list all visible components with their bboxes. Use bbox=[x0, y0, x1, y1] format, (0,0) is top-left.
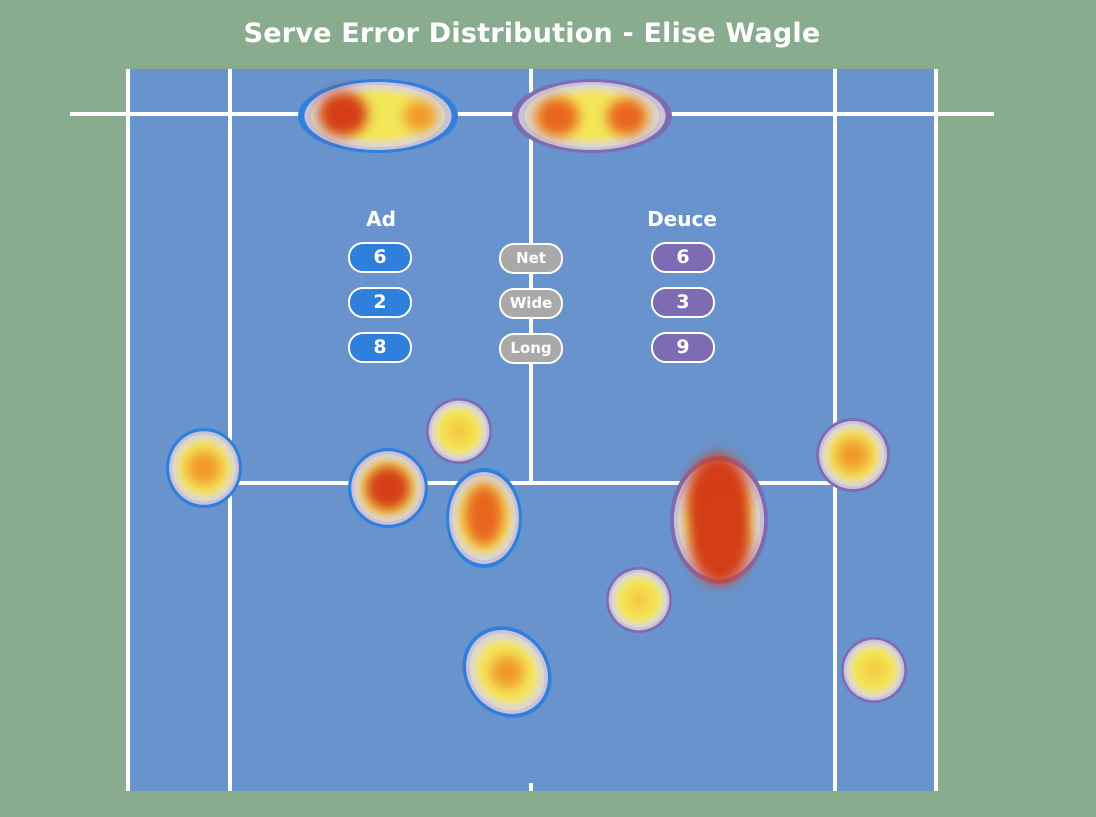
deuce-long-error bbox=[606, 567, 672, 633]
error-blobs bbox=[166, 79, 907, 718]
ad-long-error-2 bbox=[446, 468, 522, 568]
deuce-long-count: 9 bbox=[651, 332, 715, 363]
ad-net-count: 6 bbox=[348, 242, 412, 273]
deuce-net-error-core-0 bbox=[446, 418, 472, 444]
deuce-long-error-2 bbox=[841, 637, 907, 703]
ad-net-cluster bbox=[298, 79, 458, 153]
deuce-net-count: 6 bbox=[651, 242, 715, 273]
ad-side-label: Ad bbox=[366, 207, 396, 231]
deuce-long-cluster bbox=[670, 454, 768, 585]
deuce-net-cluster-core-0 bbox=[535, 97, 579, 137]
ad-long-error-3 bbox=[462, 626, 552, 718]
deuce-wide-count: 3 bbox=[651, 287, 715, 318]
ad-long-error-2-core-0 bbox=[464, 483, 504, 547]
net-category-label: Net bbox=[499, 243, 563, 274]
deuce-net-cluster-core-1 bbox=[606, 98, 648, 136]
deuce-long-error-2-core-0 bbox=[862, 658, 886, 682]
ad-net-cluster-core-1 bbox=[403, 100, 437, 132]
deuce-net-error bbox=[426, 398, 492, 464]
long-category-label: Long bbox=[499, 333, 563, 364]
ad-wide-count: 2 bbox=[348, 287, 412, 318]
ad-wide-error-core-0 bbox=[186, 450, 222, 486]
ad-net-cluster-core-0 bbox=[318, 91, 368, 137]
ad-long-error-3-core-0 bbox=[489, 654, 525, 690]
ad-long-error-core-0 bbox=[365, 465, 411, 511]
wide-category-label: Wide bbox=[499, 288, 563, 319]
ad-wide-error bbox=[166, 428, 242, 508]
ad-long-error bbox=[348, 448, 428, 528]
deuce-net-cluster bbox=[512, 79, 672, 153]
deuce-long-cluster-core-1 bbox=[689, 495, 751, 585]
deuce-long-error-core-0 bbox=[627, 588, 651, 612]
chart-title: Serve Error Distribution - Elise Wagle bbox=[243, 18, 821, 49]
deuce-wide-error-core-0 bbox=[835, 437, 871, 473]
deuce-side-label: Deuce bbox=[647, 207, 717, 231]
ad-long-count: 8 bbox=[348, 332, 412, 363]
deuce-wide-error bbox=[816, 418, 890, 492]
